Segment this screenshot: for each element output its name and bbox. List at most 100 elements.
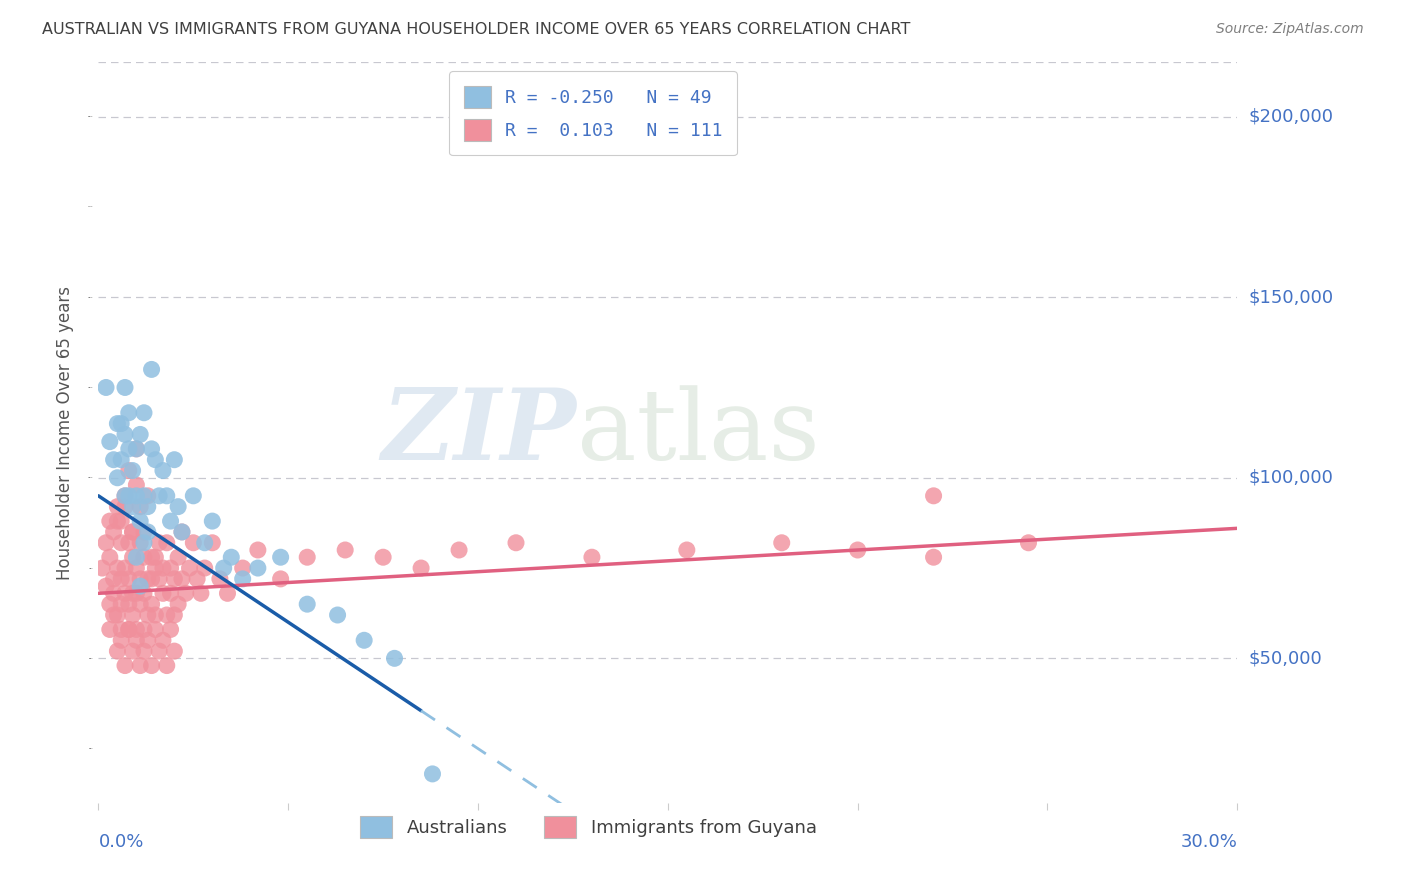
Point bbox=[141, 597, 163, 611]
Point bbox=[129, 579, 152, 593]
Point bbox=[132, 644, 155, 658]
Point bbox=[846, 543, 869, 558]
Point bbox=[163, 452, 186, 467]
Point bbox=[1018, 535, 1040, 549]
Point bbox=[125, 478, 148, 492]
Point bbox=[183, 535, 205, 549]
Point bbox=[270, 572, 292, 586]
Point bbox=[156, 658, 179, 673]
Point bbox=[132, 535, 155, 549]
Point bbox=[136, 524, 159, 539]
Point bbox=[129, 514, 152, 528]
Point bbox=[922, 550, 945, 565]
Point bbox=[148, 644, 170, 658]
Point bbox=[246, 543, 269, 558]
Point bbox=[141, 572, 163, 586]
Point bbox=[676, 543, 699, 558]
Point bbox=[145, 607, 167, 622]
Text: $150,000: $150,000 bbox=[1249, 288, 1333, 306]
Point bbox=[129, 535, 152, 549]
Text: 30.0%: 30.0% bbox=[1181, 833, 1237, 851]
Point bbox=[148, 535, 170, 549]
Point bbox=[152, 586, 174, 600]
Point bbox=[194, 535, 217, 549]
Point bbox=[194, 561, 217, 575]
Point bbox=[449, 543, 471, 558]
Point bbox=[505, 535, 527, 549]
Point bbox=[98, 597, 121, 611]
Point bbox=[107, 561, 129, 575]
Point bbox=[770, 535, 793, 549]
Point bbox=[114, 561, 136, 575]
Point bbox=[114, 489, 136, 503]
Point bbox=[156, 607, 179, 622]
Point bbox=[129, 427, 152, 442]
Point bbox=[98, 550, 121, 565]
Point bbox=[136, 633, 159, 648]
Point bbox=[152, 561, 174, 575]
Text: AUSTRALIAN VS IMMIGRANTS FROM GUYANA HOUSEHOLDER INCOME OVER 65 YEARS CORRELATIO: AUSTRALIAN VS IMMIGRANTS FROM GUYANA HOU… bbox=[42, 22, 911, 37]
Point bbox=[422, 767, 444, 781]
Point bbox=[118, 535, 141, 549]
Point bbox=[118, 597, 141, 611]
Point bbox=[114, 489, 136, 503]
Point bbox=[141, 550, 163, 565]
Point bbox=[110, 597, 132, 611]
Point bbox=[190, 586, 212, 600]
Point bbox=[114, 586, 136, 600]
Point bbox=[107, 514, 129, 528]
Point bbox=[118, 572, 141, 586]
Point bbox=[132, 586, 155, 600]
Point bbox=[118, 442, 141, 456]
Point bbox=[335, 543, 357, 558]
Point bbox=[103, 524, 125, 539]
Point bbox=[114, 427, 136, 442]
Text: $200,000: $200,000 bbox=[1249, 108, 1333, 126]
Y-axis label: Householder Income Over 65 years: Householder Income Over 65 years bbox=[56, 285, 75, 580]
Point bbox=[129, 572, 152, 586]
Point bbox=[94, 380, 117, 394]
Point bbox=[129, 658, 152, 673]
Point bbox=[121, 524, 143, 539]
Point bbox=[125, 561, 148, 575]
Point bbox=[125, 586, 148, 600]
Point bbox=[201, 514, 224, 528]
Point bbox=[183, 489, 205, 503]
Point bbox=[232, 572, 254, 586]
Point bbox=[136, 607, 159, 622]
Point bbox=[91, 561, 114, 575]
Point bbox=[125, 633, 148, 648]
Text: $50,000: $50,000 bbox=[1249, 649, 1322, 667]
Point bbox=[125, 489, 148, 503]
Point bbox=[159, 586, 181, 600]
Point bbox=[107, 471, 129, 485]
Point bbox=[114, 658, 136, 673]
Point bbox=[922, 489, 945, 503]
Point bbox=[384, 651, 406, 665]
Point bbox=[118, 623, 141, 637]
Point bbox=[167, 500, 190, 514]
Point bbox=[163, 572, 186, 586]
Point bbox=[121, 524, 143, 539]
Point bbox=[186, 572, 208, 586]
Point bbox=[170, 572, 193, 586]
Point bbox=[114, 380, 136, 394]
Point bbox=[145, 561, 167, 575]
Point bbox=[163, 607, 186, 622]
Point bbox=[163, 644, 186, 658]
Point bbox=[94, 579, 117, 593]
Point bbox=[107, 607, 129, 622]
Point bbox=[103, 572, 125, 586]
Point bbox=[110, 623, 132, 637]
Point bbox=[170, 524, 193, 539]
Point bbox=[129, 597, 152, 611]
Point bbox=[141, 362, 163, 376]
Point bbox=[107, 644, 129, 658]
Point bbox=[121, 586, 143, 600]
Point bbox=[110, 417, 132, 431]
Point bbox=[136, 572, 159, 586]
Point bbox=[326, 607, 349, 622]
Point bbox=[132, 524, 155, 539]
Point bbox=[208, 572, 231, 586]
Point bbox=[148, 489, 170, 503]
